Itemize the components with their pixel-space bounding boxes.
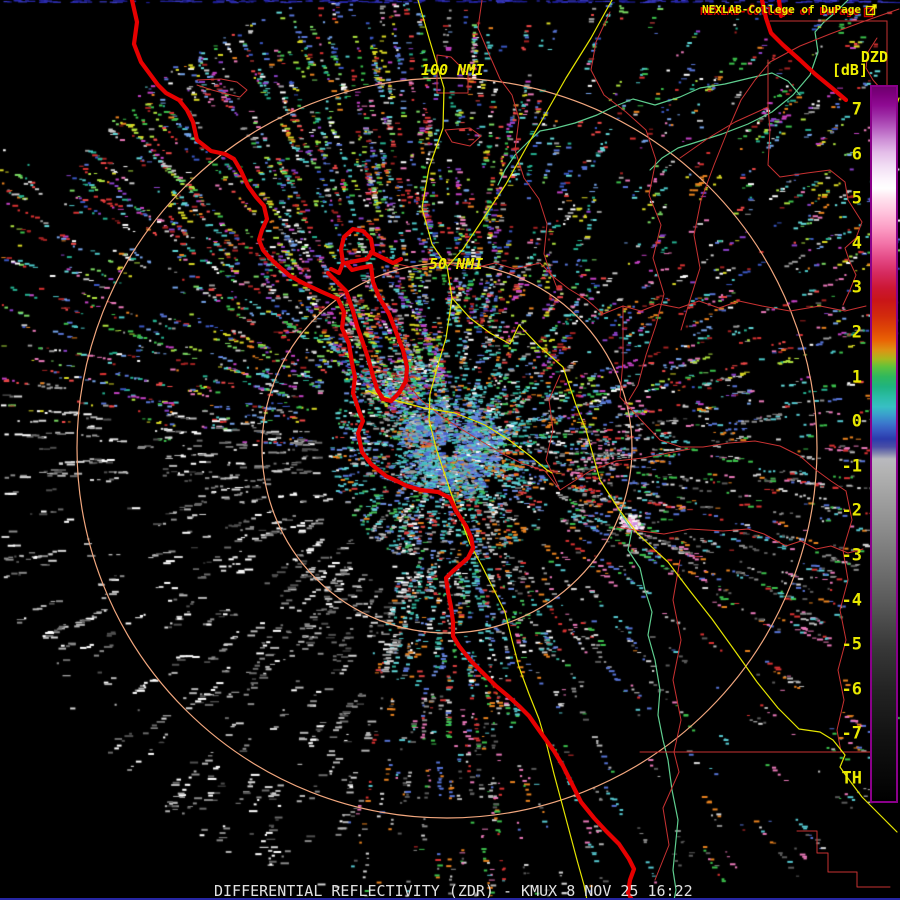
product-caption: DIFFERENTIAL REFLECTIVITY (ZDR) - KMUX 8… [214, 882, 693, 900]
colorbar-tick: 7 [851, 99, 862, 120]
county-border-line [590, 11, 665, 401]
colorbar-tick: -7 [841, 723, 862, 744]
county-border-line [796, 830, 891, 888]
colorbar-tick: -3 [841, 545, 862, 566]
colorbar-tick: -2 [841, 500, 862, 521]
coastline [368, 249, 404, 266]
brand-label: NEXLAB-College of DuPage [702, 3, 861, 16]
highway-line [451, 297, 520, 345]
range-ring-label-100nmi: 100 NMI [421, 61, 485, 79]
county-border-line [836, 490, 853, 753]
colorbar-tick: 3 [851, 277, 862, 298]
county-border-line [392, 262, 558, 289]
county-border-line [654, 751, 680, 881]
county-border-line [545, 374, 561, 491]
coastline [325, 226, 410, 404]
colorbar-tick: -5 [841, 634, 862, 655]
coastline [759, 0, 849, 103]
coastline-layer [129, 0, 849, 900]
colorbar-tick: -6 [841, 679, 862, 700]
colorbar-tick: -4 [841, 590, 862, 611]
external-link-icon [865, 4, 877, 16]
colorbar-title: DZD [860, 48, 888, 66]
range-ring [76, 77, 818, 819]
colorbar-tick: 1 [851, 367, 862, 388]
county-border-line [672, 559, 682, 753]
brand-text: NEXLAB-College of DuPage [702, 3, 878, 16]
highway-line [447, 0, 613, 267]
river-line [497, 72, 801, 186]
colorbar-tick: 4 [851, 233, 862, 254]
county-border-line [559, 448, 691, 491]
county-border-line [477, 0, 604, 315]
colorbar-gradient [872, 87, 896, 801]
colorbar-tick: 6 [851, 144, 862, 165]
colorbar-tick: 2 [851, 322, 862, 343]
range-rings-layer [76, 77, 818, 819]
colorbar-threshold-label: TH [841, 768, 862, 789]
county-border-line [616, 526, 864, 554]
river-line [619, 512, 679, 900]
county-border-line [679, 106, 769, 159]
county-border-line [404, 380, 561, 491]
coastline [129, 0, 637, 900]
rivers-layer [497, 0, 849, 900]
highway-line [367, 390, 553, 474]
county-borders-layer [196, 0, 900, 888]
bottom-edge-line [0, 898, 900, 900]
colorbar-units: [dB] [831, 61, 868, 79]
colorbar-tick: -1 [841, 456, 862, 477]
county-border-line [196, 78, 248, 98]
range-ring-label-50nmi: 50 NMI [429, 255, 484, 273]
county-border-line [602, 300, 867, 315]
county-border-line [619, 305, 847, 492]
coastline [776, 0, 784, 19]
highway-line [518, 324, 898, 833]
county-border-line [436, 54, 469, 94]
county-border-line [680, 8, 900, 331]
county-border-line [444, 127, 482, 147]
colorbar-tick: 5 [851, 188, 862, 209]
colorbar-tick: 0 [851, 411, 862, 432]
county-border-line [767, 106, 863, 306]
colorbar [870, 85, 898, 803]
river-line [649, 0, 849, 171]
county-border-line [865, 37, 881, 89]
